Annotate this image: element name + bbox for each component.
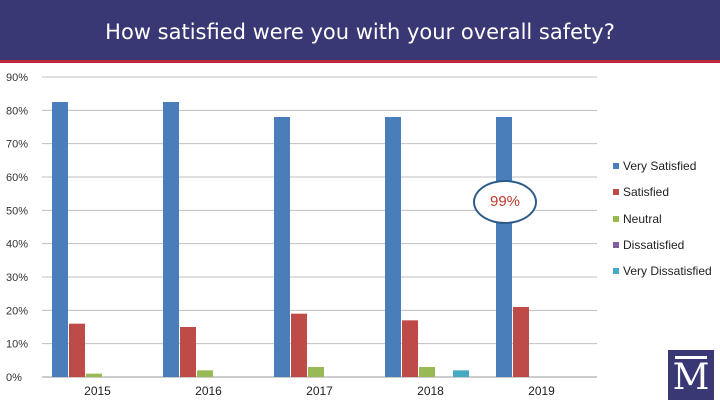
legend-label: Very Dissatisfied	[623, 263, 712, 278]
x-tick-label: 2016	[195, 384, 222, 398]
legend-swatch	[613, 267, 619, 274]
y-tick-label: 0%	[6, 372, 22, 384]
annotation-callout: 99%	[473, 180, 537, 224]
x-tick-label: 2015	[84, 384, 111, 398]
bars	[52, 102, 529, 377]
gridlines	[42, 76, 597, 378]
y-tick-label: 40%	[6, 239, 28, 251]
logo-bar	[675, 356, 707, 359]
bar-very-satisfied-2017	[274, 117, 290, 377]
legend-label: Neutral	[623, 211, 662, 226]
legend-swatch	[613, 241, 619, 248]
annotation-text: 99%	[489, 193, 521, 210]
x-tick-label: 2018	[417, 384, 444, 398]
bar-satisfied-2015	[69, 323, 85, 377]
chart-title: How satisfied were you with your overall…	[105, 20, 615, 44]
logo: M	[668, 350, 714, 400]
legend-item: Very Dissatisfied	[613, 263, 712, 279]
bar-neutral-2018	[419, 367, 435, 377]
legend-swatch	[613, 162, 619, 169]
y-tick-label: 90%	[6, 72, 28, 84]
bar-satisfied-2017	[291, 313, 307, 377]
legend-swatch	[613, 188, 619, 195]
bar-very-satisfied-2016	[163, 102, 179, 377]
legend-item: Satisfied	[613, 184, 669, 200]
bar-satisfied-2018	[402, 320, 418, 377]
bar-chart: 0%10%20%30%40%50%60%70%80%90% 2015 2016 20…	[6, 72, 597, 398]
title-banner: How satisfied were you with your overall…	[0, 0, 720, 63]
bar-neutral-2016	[197, 370, 213, 377]
x-tick-label: 2017	[306, 384, 333, 398]
bar-very-satisfied-2015	[52, 102, 68, 377]
bar-satisfied-2016	[180, 327, 196, 377]
x-tick-label: 2019	[528, 384, 555, 398]
bar-satisfied-2019	[513, 307, 529, 377]
bar-very-satisfied-2019	[496, 117, 512, 377]
legend-item: Very Satisfied	[613, 158, 696, 174]
logo-letter: M	[672, 357, 710, 398]
legend-label: Satisfied	[623, 184, 670, 199]
y-tick-label: 60%	[6, 172, 28, 184]
bar-very-dissatisfied-2018	[453, 370, 469, 377]
x-axis-labels: 2015 2016 2017 2018 2019	[84, 384, 555, 398]
y-tick-label: 70%	[6, 139, 28, 151]
y-tick-label: 80%	[6, 105, 28, 117]
bar-neutral-2015	[86, 373, 102, 377]
legend-label: Dissatisfied	[623, 237, 685, 252]
y-axis-labels: 0% 10% 20% 30% 40% 50% 60% 70% 80% 90%	[6, 72, 28, 384]
y-tick-label: 50%	[6, 205, 28, 217]
y-tick-label: 10%	[6, 339, 28, 351]
y-tick-label: 30%	[6, 272, 28, 284]
legend-swatch	[613, 215, 619, 222]
bar-very-satisfied-2018	[385, 117, 401, 377]
legend-item: Neutral	[613, 211, 662, 227]
y-tick-label: 20%	[6, 305, 28, 317]
legend-label: Very Satisfied	[623, 158, 697, 173]
legend-item: Dissatisfied	[613, 237, 684, 253]
bar-neutral-2017	[308, 367, 324, 377]
